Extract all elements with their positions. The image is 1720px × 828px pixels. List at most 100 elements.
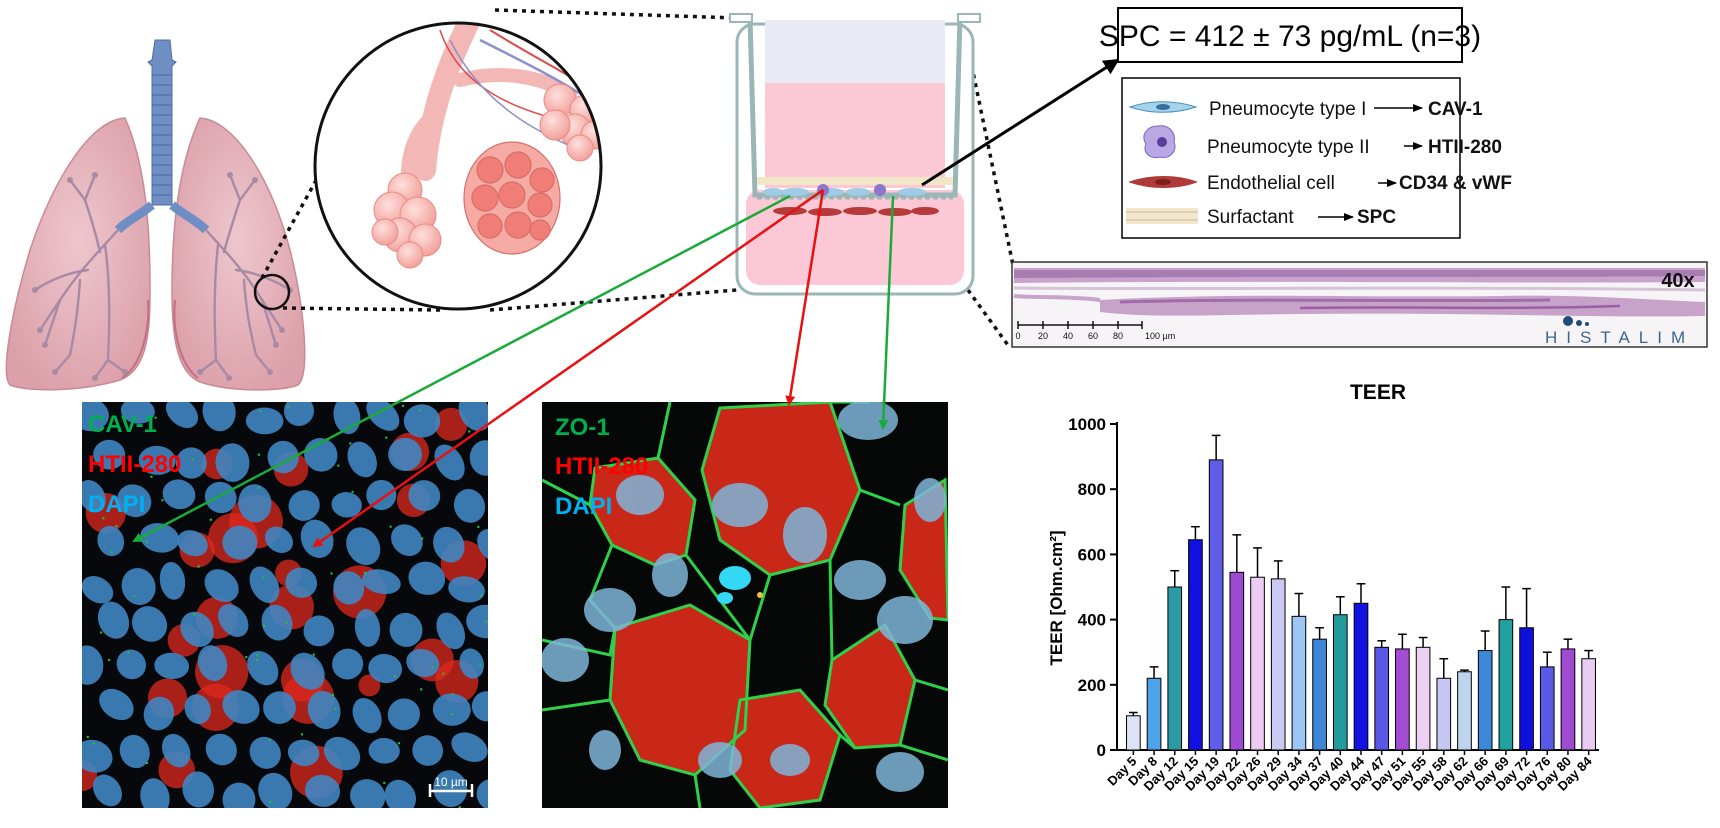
bar-day-80 [1560,648,1576,751]
cav1-dot [287,406,290,409]
dapi-nucleus [140,778,170,808]
dapi-nucleus [471,691,488,722]
y-tick-label: 1000 [1068,415,1106,434]
cav1-dot [161,499,164,502]
dapi-nucleus [403,404,441,438]
dapi-nucleus [162,479,196,510]
cav1-dot [154,416,157,419]
cav1-dot [245,655,248,659]
cav1-dot [349,442,352,445]
cav1-dot [418,409,422,412]
cav1-dot [431,665,434,669]
cav1-dot [450,712,454,716]
dapi-nucleus [205,733,237,766]
dapi-nucleus [247,650,279,686]
htii280-stain [358,674,381,697]
micl-label-cav1: CAV-1 [88,411,157,438]
dapi-nucleus [121,568,156,605]
cav1-dot [351,490,354,494]
bar-day-8 [1146,677,1162,751]
dapi-nuclei [542,402,946,792]
dapi-nucleus [138,445,176,475]
histalim-logo: HISTALIM [1545,316,1685,347]
dapi-nucleus [477,528,488,564]
dapi-nucleus [352,698,382,734]
dapi-nucleus [182,771,214,808]
dapi-nucleus [331,492,362,518]
dapi-nucleus [238,484,272,523]
right-lung-main [171,117,306,391]
dapi-nucleus [162,733,191,768]
dapi-nucleus [267,440,299,474]
bar-day-47 [1374,646,1390,751]
micrograph-cav1-htii280-dapi: CAV-1 HTII-280 DAPI 10 µm [82,402,488,808]
cav1-dot [389,525,392,528]
dapi-nucleus [197,645,228,681]
dapi-nucleus [384,779,416,808]
dapi-nucleus [434,444,465,481]
micl-label-dapi: DAPI [88,491,145,518]
dapi-nucleus [453,489,486,523]
cav1-dot [259,409,262,413]
dapi-nucleus [258,772,293,808]
pneumocyte-type-1-icon [1128,101,1198,113]
bar-day-40 [1332,614,1348,751]
cav1-dot [257,453,261,456]
cav1-dot [256,658,259,662]
dapi-nucleus [215,443,250,482]
cav1-dot [393,675,396,678]
legend-label-3: Endothelial cell [1207,173,1335,194]
dapi-nucleus [283,402,314,426]
dapi-nucleus [82,645,104,685]
dapi-nucleus [222,525,258,560]
red-arrow-to-left [312,188,824,548]
cav1-dot [385,436,388,439]
alveolar-sac-cutaway [463,141,561,255]
alveoli-zoom [313,21,603,311]
dapi-nucleus [97,601,130,639]
legend-marker-4: SPC [1357,207,1396,228]
dapi-nucleus [263,691,296,724]
dapi-nucleus [347,441,377,478]
alveolar-sac-top-right [539,83,601,162]
magnification-label: 40x [1661,270,1694,292]
dapi-nucleus [433,770,468,807]
cav1-dot [193,613,196,616]
dapi-nucleus [285,567,318,598]
dapi-nucleus [204,569,239,603]
cav1-dot [382,781,386,785]
cav1-dot [102,517,105,520]
micl-scale-label: 10 µm [434,775,468,789]
dapi-nucleus [332,648,364,680]
cav1-dot [445,784,448,787]
dapi-nucleus [165,402,199,428]
bar-day-29 [1270,578,1286,751]
surfactant-icon [1126,208,1198,224]
dapi-nucleus [459,648,484,679]
bar-day-15 [1188,539,1203,751]
micr-label-dapi: DAPI [555,493,612,520]
bar-day-55 [1415,646,1431,751]
bar-day-26 [1250,576,1265,751]
cell-legend: Pneumocyte type I Pneumocyte type II End… [1121,77,1512,239]
dapi-nucleus [143,696,175,731]
histology-scale-20: 20 [1038,331,1048,341]
bronchial-tree [33,173,292,380]
dapi-nucleus [202,402,236,432]
cav1-dot [285,621,288,624]
cav1-dot [107,658,111,662]
dapi-nucleus [82,576,114,604]
cav1-dot [334,707,337,711]
bar-day-84 [1581,658,1596,751]
dapi-nucleus [305,774,341,807]
lungs-illustration [5,39,306,391]
micr-label-htii280: HTII-280 [555,453,648,480]
dapi-nucleus [117,484,152,518]
dapi-nucleus [366,479,397,511]
dapi-nucleus [433,526,465,563]
cav1-dot [127,651,130,654]
cav1-dot [256,653,259,657]
cav1-dot [451,693,454,696]
cav1-dot [115,525,118,528]
